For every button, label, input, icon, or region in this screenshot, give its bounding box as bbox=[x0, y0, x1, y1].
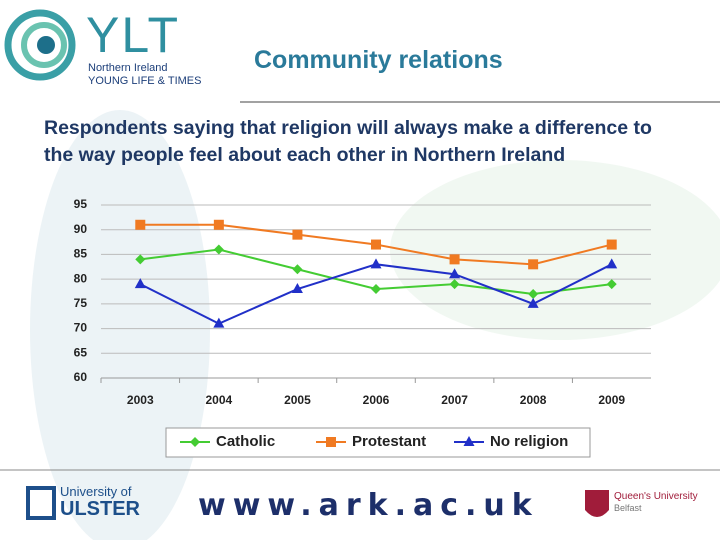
y-tick-label: 90 bbox=[74, 222, 88, 236]
y-tick-label: 75 bbox=[74, 296, 88, 310]
queens-text: Belfast bbox=[614, 503, 642, 513]
marker bbox=[135, 219, 146, 230]
x-tick-label: 2003 bbox=[127, 393, 154, 407]
marker bbox=[213, 219, 224, 230]
x-tick-label: 2009 bbox=[598, 393, 625, 407]
legend-label: No religion bbox=[490, 433, 568, 450]
marker bbox=[449, 268, 461, 279]
marker bbox=[606, 239, 617, 250]
marker bbox=[326, 437, 336, 447]
marker bbox=[292, 264, 303, 275]
y-tick-label: 95 bbox=[74, 197, 88, 211]
ulster-logo-mark bbox=[26, 486, 56, 520]
x-tick-label: 2008 bbox=[520, 393, 547, 407]
marker bbox=[449, 279, 460, 290]
queens-logo-mark bbox=[585, 490, 609, 517]
chart: 60 65 70 75 80 85 90 95 2003 2004 2005 2006 2007 2008… bbox=[74, 197, 651, 458]
website: www.ark.ac.uk bbox=[198, 488, 539, 523]
queens-text: Queen's University bbox=[614, 491, 698, 502]
marker bbox=[528, 288, 539, 299]
chart-subtitle: Respondents saying that religion will al… bbox=[44, 117, 652, 166]
x-tick-label: 2006 bbox=[363, 393, 390, 407]
marker bbox=[213, 244, 224, 255]
marker bbox=[213, 317, 225, 328]
marker bbox=[371, 284, 381, 295]
y-tick-label: 80 bbox=[74, 271, 88, 285]
y-tick-label: 60 bbox=[74, 370, 88, 384]
y-tick-label: 65 bbox=[74, 345, 88, 359]
x-tick-label: 2007 bbox=[441, 393, 468, 407]
x-tick-label: 2005 bbox=[284, 393, 311, 407]
marker bbox=[606, 258, 618, 269]
marker bbox=[449, 254, 460, 265]
marker bbox=[135, 254, 146, 265]
legend-label: Protestant bbox=[352, 433, 426, 450]
marker bbox=[190, 437, 200, 447]
logo-text: YLT bbox=[86, 7, 180, 63]
marker bbox=[291, 283, 303, 294]
marker bbox=[370, 258, 382, 269]
ulster-text: University of bbox=[60, 484, 132, 499]
y-tick-label: 85 bbox=[74, 247, 88, 261]
x-tick-label: 2004 bbox=[206, 393, 233, 407]
ulster-text: ULSTER bbox=[60, 498, 140, 520]
marker bbox=[606, 279, 617, 290]
legend-box bbox=[165, 427, 591, 458]
y-tick-label: 70 bbox=[74, 321, 88, 335]
marker bbox=[371, 239, 381, 250]
ylt-logo-mark bbox=[4, 9, 76, 81]
marker bbox=[528, 259, 539, 270]
logo-line: Northern Ireland bbox=[88, 62, 168, 74]
marker bbox=[292, 229, 303, 240]
marker bbox=[463, 436, 475, 446]
logo-line: YOUNG LIFE & TIMES bbox=[88, 75, 202, 87]
marker bbox=[527, 297, 539, 308]
legend-label: Catholic bbox=[216, 433, 275, 450]
marker bbox=[134, 278, 146, 289]
chart-title: Community relations bbox=[254, 46, 503, 74]
